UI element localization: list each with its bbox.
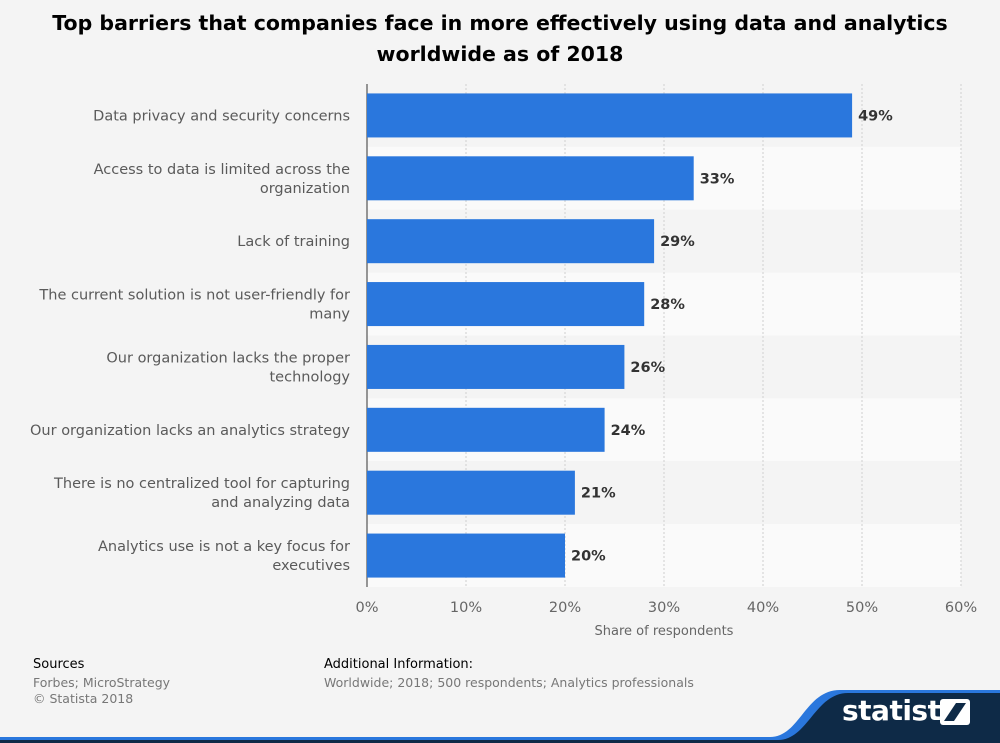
x-tick-labels: 0% 10% 20% 30% 40% 50% 60%	[355, 600, 977, 616]
bar	[367, 407, 605, 452]
x-tick-label: 60%	[945, 600, 977, 616]
bar	[367, 470, 575, 515]
category-label: Our organization lacks an analytics stra…	[30, 423, 350, 439]
x-tick-label: 50%	[846, 600, 878, 616]
value-label: 28%	[650, 297, 685, 313]
category-label: Our organization lacks the proper technol…	[106, 350, 350, 385]
bar	[367, 93, 853, 138]
x-tick-label: 10%	[450, 600, 482, 616]
value-label: 24%	[611, 423, 646, 439]
bar	[367, 533, 565, 578]
chart-title-line-1: Top barriers that companies face in more…	[52, 11, 948, 35]
value-label: 20%	[571, 549, 606, 565]
x-tick-label: 20%	[549, 600, 581, 616]
sources-line-1: Forbes; MicroStrategy	[33, 675, 171, 690]
chart-title-line-2: worldwide as of 2018	[376, 42, 624, 66]
additional-info-text: Worldwide; 2018; 500 respondents; Analyt…	[324, 675, 694, 690]
x-tick-label: 30%	[648, 600, 680, 616]
category-label: There is no centralized tool for capturi…	[53, 476, 350, 511]
additional-info-heading: Additional Information:	[324, 657, 474, 672]
statista-logo-icon	[940, 699, 970, 725]
x-axis-title: Share of respondents	[595, 624, 734, 639]
value-label: 29%	[660, 234, 695, 250]
value-label: 21%	[581, 486, 616, 502]
sources-heading: Sources	[33, 657, 85, 672]
statista-logo-text: statista	[842, 694, 959, 727]
brand-banner-dark	[0, 693, 1000, 743]
value-label: 26%	[630, 360, 665, 376]
category-label: Analytics use is not a key focus for exec…	[98, 539, 350, 574]
value-labels: 49% 33% 29% 28% 26% 24% 21% 20%	[571, 108, 893, 564]
bar	[367, 156, 694, 201]
sources-line-2: © Statista 2018	[33, 691, 134, 706]
value-label: 33%	[700, 171, 735, 187]
x-tick-label: 40%	[747, 600, 779, 616]
chart-title: Top barriers that companies face in more…	[0, 8, 1000, 70]
category-label: Access to data is limited across the orga…	[94, 162, 350, 197]
x-tick-label: 0%	[355, 600, 378, 616]
category-label: The current solution is not user-friendl…	[38, 288, 350, 323]
bar	[367, 344, 625, 389]
bars	[367, 93, 853, 578]
value-label: 49%	[858, 108, 893, 124]
bar	[367, 219, 655, 264]
category-label: Data privacy and security concerns	[93, 108, 350, 124]
category-labels: Data privacy and security concerns Access…	[30, 108, 350, 574]
bar	[367, 282, 645, 327]
category-label: Lack of training	[237, 234, 350, 250]
